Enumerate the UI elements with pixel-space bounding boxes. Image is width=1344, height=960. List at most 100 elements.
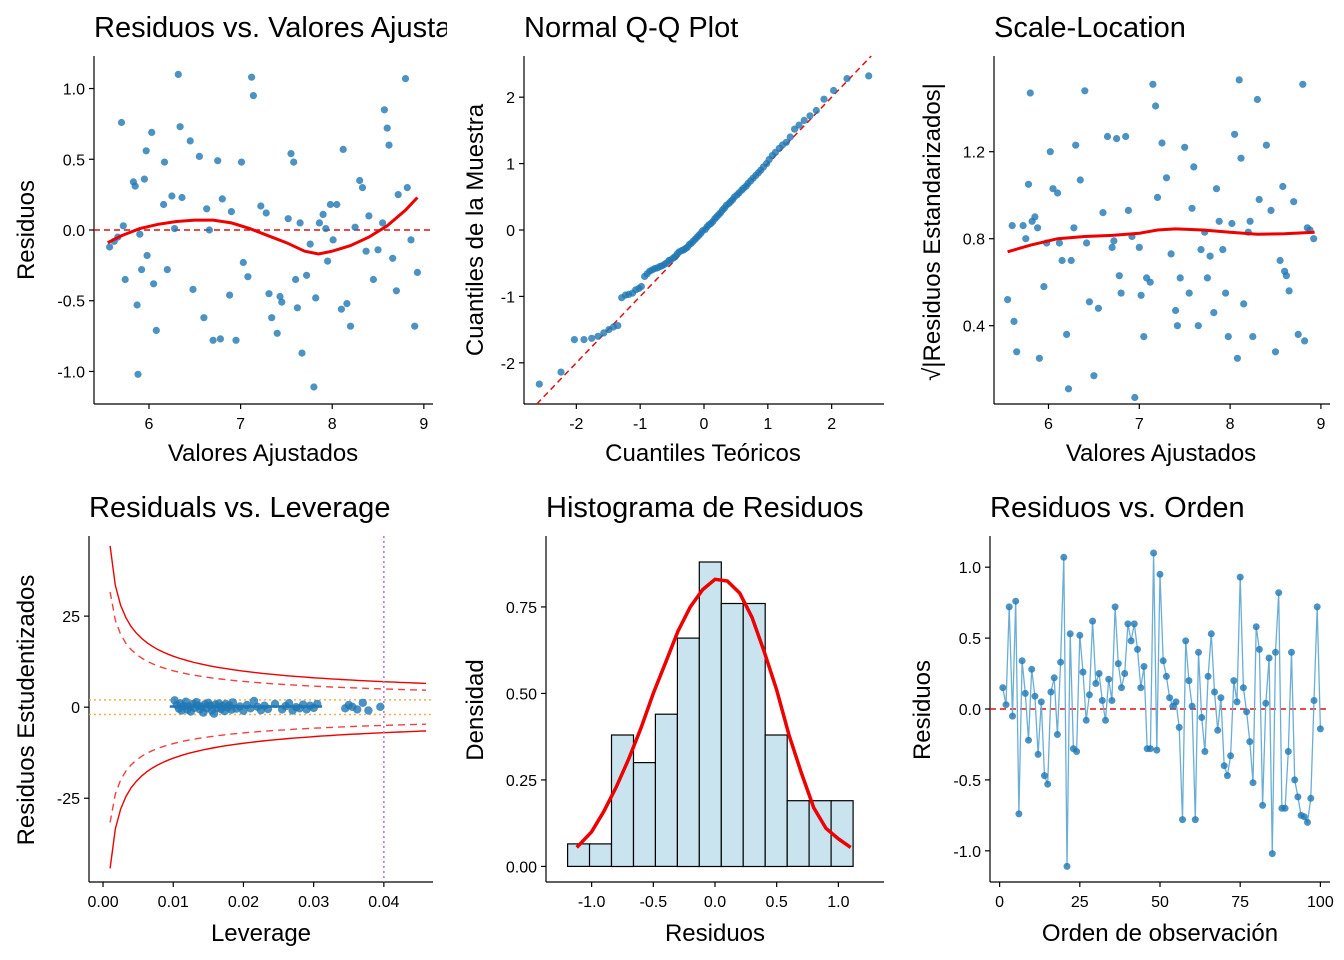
residual-order-point <box>1089 617 1097 625</box>
qq-point <box>535 380 543 388</box>
residual-order-point <box>1146 745 1154 753</box>
residual-order-point <box>1021 689 1029 697</box>
x-tick-label: 0.02 <box>228 894 259 911</box>
residual-point <box>171 225 179 233</box>
scale-location-point <box>1162 174 1171 182</box>
y-tick-label: 0.4 <box>963 319 985 336</box>
residual-order-point <box>1130 620 1138 628</box>
scale-location-point <box>1172 306 1180 315</box>
residual-order-point <box>1162 672 1170 680</box>
residual-point <box>329 236 337 244</box>
residual-order-point <box>1063 862 1071 870</box>
residual-order-point <box>1095 670 1103 677</box>
residual-point <box>249 92 257 100</box>
residual-point <box>306 240 314 248</box>
residual-order-point <box>1166 694 1174 702</box>
scale-location-point <box>1294 330 1302 338</box>
residual-order-point <box>1201 748 1209 755</box>
residual-point <box>131 182 139 190</box>
y-tick-label: -0.5 <box>57 294 85 311</box>
leverage-point <box>364 706 373 715</box>
residual-order-point <box>1156 570 1164 578</box>
residual-point <box>346 322 355 330</box>
scale-location-point <box>1034 224 1042 232</box>
residual-order-point <box>1118 684 1125 692</box>
residual-order-point <box>1198 714 1206 721</box>
residual-point <box>380 106 388 114</box>
scale-location-point <box>1219 246 1227 254</box>
y-tick-label: 0 <box>506 223 515 240</box>
residual-point <box>134 370 142 378</box>
histogram-bar <box>808 800 832 868</box>
scale-location-point <box>1090 372 1098 380</box>
y-tick-label: 0.5 <box>959 631 981 648</box>
residual-order-point <box>1076 631 1084 639</box>
qq-point <box>812 106 820 115</box>
scale-location-point <box>1153 193 1162 201</box>
x-tick-label: 50 <box>1151 894 1169 911</box>
residual-point <box>176 123 184 131</box>
residual-order-point <box>1304 818 1311 826</box>
residual-order-point <box>1230 677 1238 685</box>
residual-order-point <box>1025 736 1032 744</box>
residual-order-point <box>1012 597 1020 605</box>
residual-point <box>324 257 332 265</box>
residual-point <box>411 322 419 330</box>
residual-order-point <box>1239 684 1247 692</box>
residual-order-point <box>1005 603 1013 611</box>
y-tick-label: -1.0 <box>953 844 981 861</box>
scale-location-point <box>1022 235 1030 243</box>
residual-point <box>160 158 169 166</box>
residual-point <box>292 275 300 284</box>
loess-smooth-line <box>107 196 419 256</box>
scale-location-point <box>1131 393 1139 402</box>
residual-order-point <box>1044 780 1052 788</box>
residual-order-point <box>1041 772 1048 780</box>
scale-location-point <box>1146 278 1154 286</box>
residual-point <box>293 304 301 312</box>
scale-location-point <box>1031 213 1039 221</box>
residual-point <box>296 219 304 227</box>
y-tick-label: 1 <box>506 157 515 174</box>
scale-location-point <box>1149 80 1157 88</box>
scale-location-point <box>1203 274 1211 282</box>
cook-contour-upper-dashed <box>109 591 427 691</box>
qq-point <box>865 72 873 80</box>
leverage-point <box>358 698 367 707</box>
panel2-y-label: Cuantiles de la Muestra <box>462 103 489 356</box>
y-tick-label: -1 <box>501 289 515 306</box>
x-tick-label: 0.5 <box>766 894 788 911</box>
qq-point <box>637 282 646 291</box>
residual-order-point <box>1053 731 1061 738</box>
residual-order-point <box>1082 716 1090 724</box>
residual-order-point <box>1281 804 1289 812</box>
residual-point <box>200 314 208 322</box>
residual-point <box>290 158 298 166</box>
scale-location-point <box>1124 206 1132 214</box>
residual-point <box>385 141 393 149</box>
residual-point <box>365 212 373 220</box>
residual-point <box>143 251 151 260</box>
x-tick-label: 8 <box>328 416 337 433</box>
panel3-y-label: √|Residuos Estandarizados| <box>919 83 946 381</box>
residual-order-point <box>1015 810 1023 818</box>
residual-order-point <box>1300 813 1308 821</box>
residual-order-point <box>1057 658 1065 666</box>
y-tick-label: 0.0 <box>959 702 981 719</box>
x-tick-label: 0 <box>700 416 709 433</box>
qq-point <box>830 86 838 95</box>
panel-residuals-vs-leverage: Residuals vs. Leverage 0.00 0.01 0.02 0.03 0… <box>13 492 433 947</box>
residual-point <box>276 292 284 301</box>
residual-order-point <box>1124 620 1132 628</box>
cook-contour-lower-solid <box>109 730 427 869</box>
residual-order-point <box>1291 776 1299 784</box>
scale-location-point <box>1137 291 1145 299</box>
histogram-bar <box>588 843 613 868</box>
scale-location-point <box>1240 300 1248 308</box>
residual-order-point <box>1227 752 1235 760</box>
scale-location-point <box>1215 217 1223 225</box>
scale-location-point <box>1026 89 1034 97</box>
residual-point <box>356 176 364 185</box>
panel5-plot-area <box>566 561 854 868</box>
y-tick-label: 0.5 <box>63 152 85 169</box>
